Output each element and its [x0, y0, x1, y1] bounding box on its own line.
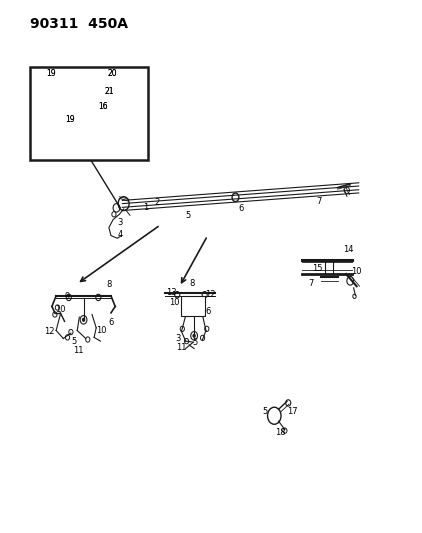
Text: 6: 6 [239, 205, 244, 213]
Text: 7: 7 [316, 197, 321, 206]
Text: 20: 20 [108, 69, 117, 78]
Bar [181, 296, 205, 316]
Text: 6: 6 [108, 318, 113, 327]
Bar [30, 67, 148, 160]
Text: 19: 19 [46, 69, 56, 78]
Text: 16: 16 [98, 102, 108, 111]
Text: 5: 5 [192, 338, 197, 346]
Text: 4: 4 [117, 230, 122, 239]
Text: 8: 8 [106, 280, 111, 288]
Text: 21: 21 [105, 87, 114, 96]
Text: 3: 3 [118, 219, 123, 227]
Text: 5: 5 [262, 407, 268, 416]
Text: 17: 17 [287, 407, 298, 416]
Text: 14: 14 [343, 245, 353, 254]
Text: 11: 11 [73, 346, 83, 355]
Text: 12: 12 [45, 327, 55, 336]
Text: 18: 18 [275, 429, 286, 437]
Circle shape [192, 334, 196, 338]
Text: 19: 19 [65, 116, 75, 124]
Text: 10: 10 [96, 326, 106, 335]
Text: 5: 5 [71, 337, 76, 345]
Text: 3: 3 [176, 334, 181, 343]
Text: 11: 11 [176, 343, 187, 352]
Text: 20: 20 [108, 69, 117, 78]
Text: 90311  450A: 90311 450A [30, 17, 127, 31]
Text: 5: 5 [185, 211, 190, 220]
Text: 6: 6 [205, 308, 210, 316]
Text: 13: 13 [165, 288, 176, 296]
Text: 9: 9 [65, 293, 70, 301]
Text: 16: 16 [98, 102, 108, 111]
Text: 7: 7 [309, 279, 314, 288]
Text: 10: 10 [352, 268, 362, 276]
Text: 19: 19 [46, 69, 56, 78]
Text: 1: 1 [143, 204, 148, 212]
Text: 15: 15 [312, 264, 322, 272]
Text: 8: 8 [189, 279, 195, 288]
Text: 10: 10 [169, 298, 179, 307]
Text: 2: 2 [154, 198, 160, 207]
Text: 21: 21 [105, 87, 114, 96]
Text: 19: 19 [65, 116, 75, 124]
Circle shape [82, 318, 85, 322]
Text: 12: 12 [205, 290, 215, 298]
Text: 10: 10 [55, 305, 65, 313]
